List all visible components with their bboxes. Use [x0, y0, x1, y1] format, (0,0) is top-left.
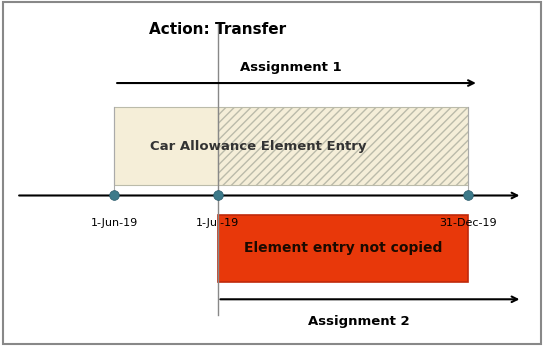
Text: 31-Dec-19: 31-Dec-19 [439, 218, 497, 228]
Text: Assignment 2: Assignment 2 [308, 315, 410, 328]
Text: Element entry not copied: Element entry not copied [244, 242, 442, 255]
Text: Car Allowance Element Entry: Car Allowance Element Entry [150, 139, 367, 153]
Bar [114, 107, 218, 185]
Text: 1-Jun-19: 1-Jun-19 [91, 218, 138, 228]
Text: Action: Transfer: Action: Transfer [149, 22, 286, 37]
Bar [218, 107, 468, 185]
Text: 1-Jul-19: 1-Jul-19 [196, 218, 239, 228]
Bar [218, 215, 468, 282]
Text: Assignment 1: Assignment 1 [240, 61, 342, 74]
